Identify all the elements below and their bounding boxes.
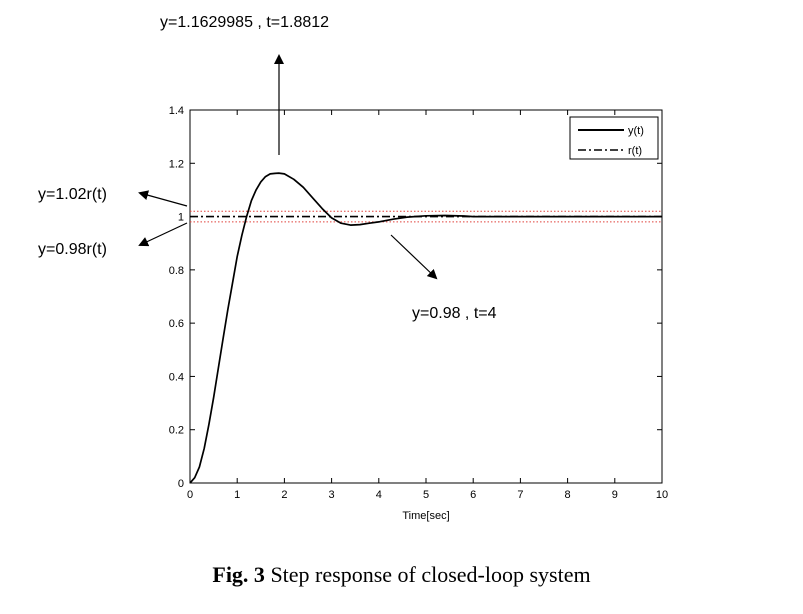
axis-ticks — [189, 109, 663, 484]
plot-area — [189, 109, 663, 484]
series-line-y — [189, 172, 662, 484]
x-tick-label: 6 — [470, 489, 476, 501]
x-tick-label: 2 — [281, 489, 287, 501]
legend: y(t) r(t) — [569, 116, 659, 160]
y-tick-label: 0.4 — [169, 371, 184, 383]
caption-text: Step response of closed-loop system — [264, 562, 591, 587]
y-tick-label: 1.2 — [169, 158, 184, 170]
x-tick-label: 4 — [376, 489, 382, 501]
legend-label-r: r(t) — [628, 145, 642, 157]
x-tick-label: 9 — [612, 489, 618, 501]
x-tick-label: 1 — [234, 489, 240, 501]
x-tick-label: 7 — [517, 489, 523, 501]
annotation-settling: y=0.98 , t=4 — [412, 305, 497, 322]
y-tick-label: 1 — [178, 212, 184, 224]
arrow-lower-band — [138, 222, 188, 247]
x-tick-labels: 0 1 2 3 4 5 6 7 8 9 10 — [187, 489, 668, 501]
annotation-upper-band: y=1.02r(t) — [38, 186, 107, 203]
arrow-settling — [390, 234, 438, 280]
x-tick-label: 0 — [187, 489, 193, 501]
legend-box — [569, 116, 659, 160]
y-tick-label: 0.8 — [169, 265, 184, 277]
x-tick-label: 5 — [423, 489, 429, 501]
y-tick-label: 0.2 — [169, 425, 184, 437]
figure-caption: Fig. 3 Step response of closed-loop syst… — [0, 562, 803, 588]
arrow-upper-band — [138, 190, 188, 207]
x-tick-label: 8 — [565, 489, 571, 501]
caption-label: Fig. 3 — [212, 562, 265, 587]
y-tick-label: 0.6 — [169, 318, 184, 330]
y-tick-label: 0 — [178, 478, 184, 490]
x-tick-label: 10 — [656, 489, 668, 501]
annotation-peak: y=1.1629985 , t=1.8812 — [160, 14, 329, 31]
legend-label-y: y(t) — [628, 125, 644, 137]
series-lines — [189, 172, 662, 484]
tolerance-band — [190, 210, 662, 223]
x-tick-label: 3 — [329, 489, 335, 501]
y-tick-label: 1.4 — [169, 105, 184, 117]
annotation-lower-band: y=0.98r(t) — [38, 241, 107, 258]
x-axis-label: Time[sec] — [402, 510, 449, 522]
y-tick-labels: 0 0.2 0.4 0.6 0.8 1 1.2 1.4 — [169, 105, 184, 490]
